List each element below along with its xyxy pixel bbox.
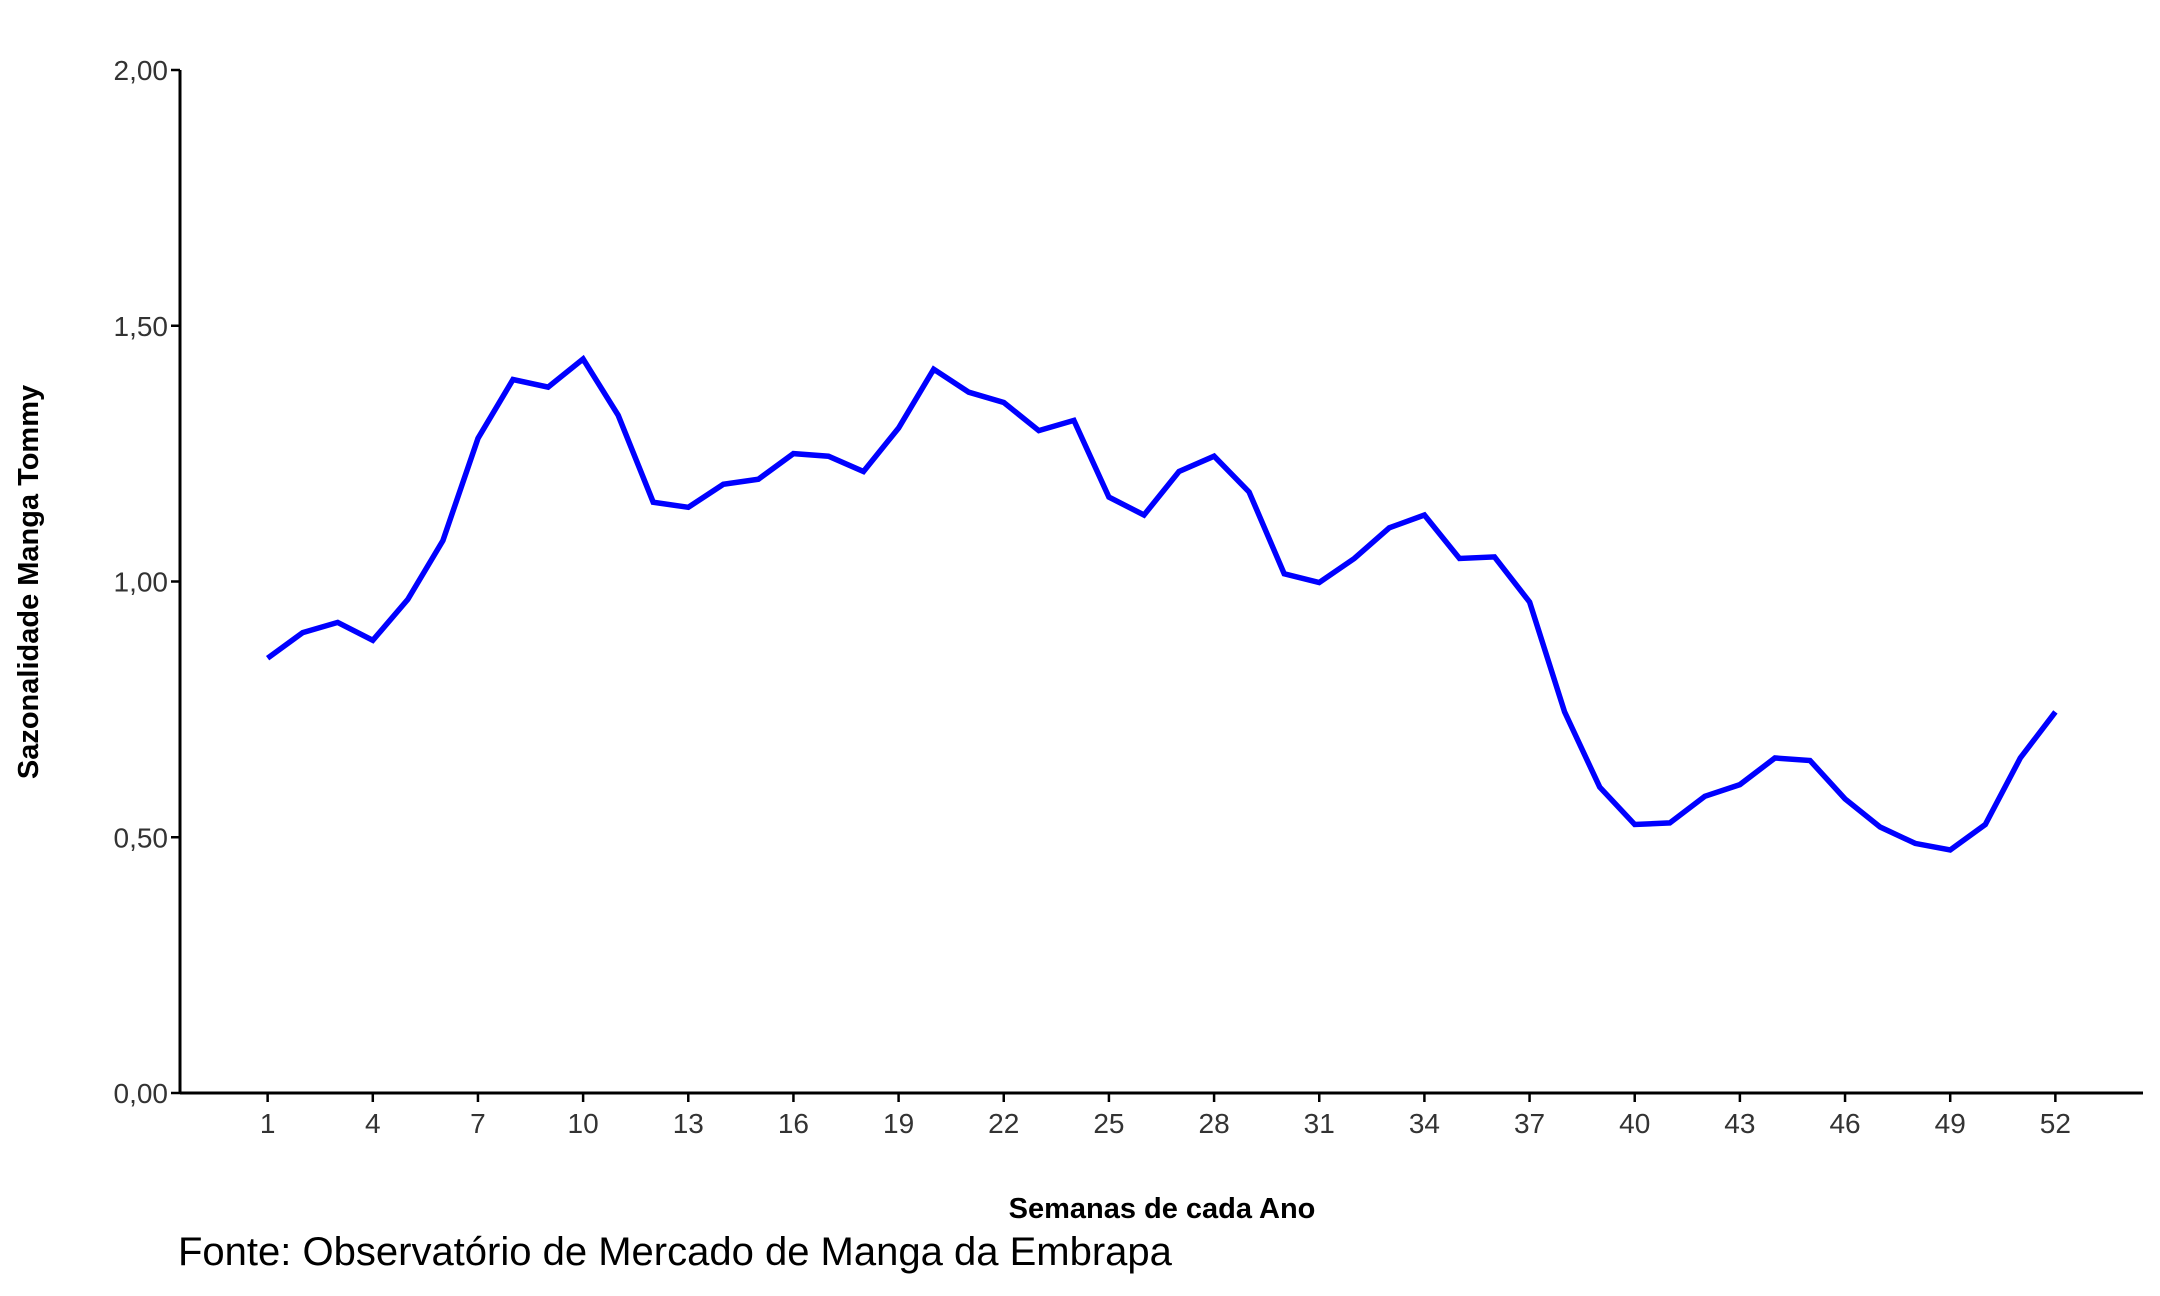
- x-tick-label: 19: [883, 1108, 914, 1139]
- x-tick-label: 10: [568, 1108, 599, 1139]
- y-tick-label: 0,50: [114, 822, 169, 853]
- x-tick-label: 49: [1935, 1108, 1966, 1139]
- x-tick-label: 28: [1199, 1108, 1230, 1139]
- y-tick-label: 1,50: [114, 311, 169, 342]
- x-tick-label: 25: [1093, 1108, 1124, 1139]
- x-tick-label: 13: [673, 1108, 704, 1139]
- y-tick-label: 0,00: [114, 1078, 169, 1109]
- y-axis-title: Sazonalidade Manga Tommy: [13, 385, 45, 779]
- x-tick-label: 34: [1409, 1108, 1440, 1139]
- x-axis-title: Semanas de cada Ano: [1009, 1193, 1316, 1225]
- series-line: [265, 354, 2058, 853]
- source-note: Fonte: Observatório de Mercado de Manga …: [178, 1230, 1172, 1274]
- x-tick-label: 31: [1304, 1108, 1335, 1139]
- x-tick-label: 52: [2040, 1108, 2071, 1139]
- y-tick-label: 1,00: [114, 567, 169, 598]
- series-layer: [265, 354, 2058, 853]
- x-tick-label: 16: [778, 1108, 809, 1139]
- x-tick-label: 43: [1724, 1108, 1755, 1139]
- x-tick-label: 40: [1619, 1108, 1650, 1139]
- y-axis: 0,00 0,50 1,00 1,50 2,00: [114, 55, 182, 1109]
- x-axis: 1 4 7 10 13 16 19 22 25 28 31 34 37 40 43 46 49 52: [180, 1091, 2143, 1139]
- x-tick-label: 4: [365, 1108, 381, 1139]
- x-tick-label: 46: [1829, 1108, 1860, 1139]
- x-tick-label: 7: [470, 1108, 486, 1139]
- x-tick-label: 1: [260, 1108, 276, 1139]
- y-tick-label: 2,00: [114, 55, 169, 86]
- x-tick-label: 37: [1514, 1108, 1545, 1139]
- x-tick-label: 22: [988, 1108, 1019, 1139]
